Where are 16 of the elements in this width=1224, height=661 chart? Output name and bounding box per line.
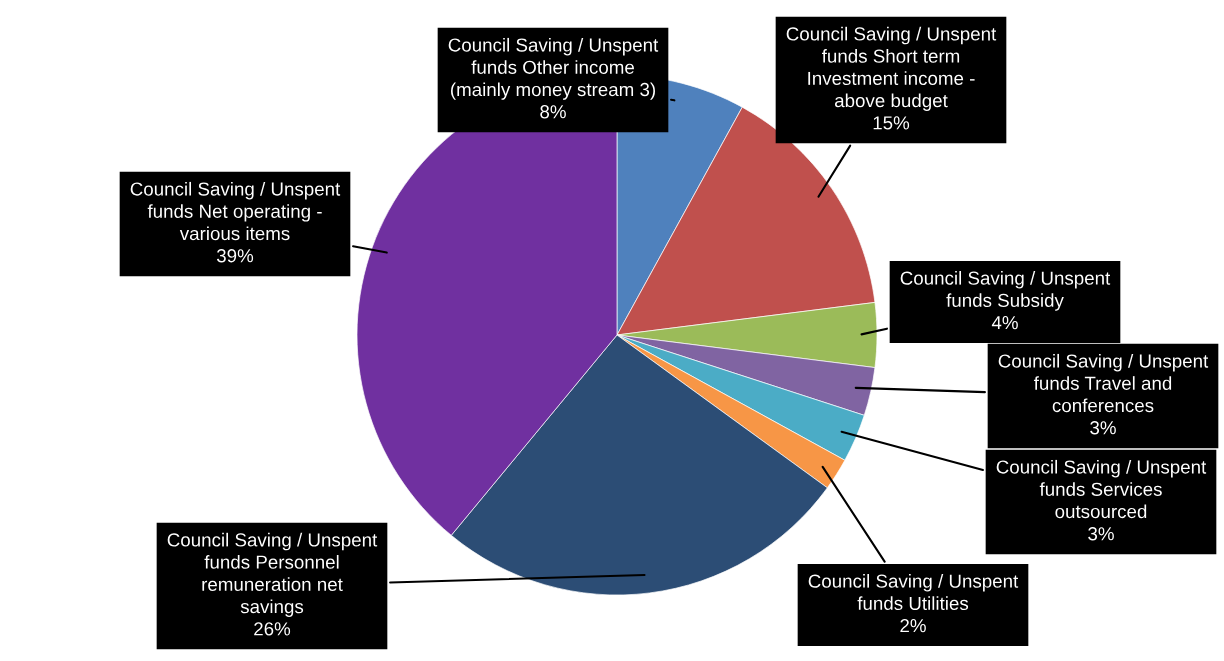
slice-label: Council Saving / Unspent funds Subsidy [900, 271, 1111, 311]
data-label: 15% [873, 116, 910, 130]
data-label: 3% [1088, 527, 1114, 541]
slice-label: Council Saving / Unspent funds Short term Investment income - above budget [786, 26, 997, 111]
slice-label: Council Saving / Unspent funds Services outsourced [996, 459, 1207, 519]
data-label: 8% [540, 105, 566, 119]
slice-label: Council Saving / Unspent funds Travel and conferences [998, 353, 1209, 413]
data-label: 3% [1090, 421, 1116, 435]
slice-label: Council Saving / Unspent funds Net operating - various items [130, 181, 341, 241]
data-label: 26% [254, 622, 291, 636]
slice-label: Council Saving / Unspent funds Other income (mainly money stream 3) [448, 37, 659, 100]
data-label: 39% [216, 249, 254, 263]
data-label: 2% [900, 618, 926, 633]
slice-label: Council Saving / Unspent funds Utilities [808, 574, 1019, 611]
slice-label: Council Saving / Unspent funds Personnel remuneration net savings [167, 532, 378, 617]
data-label: 4% [991, 316, 1018, 330]
